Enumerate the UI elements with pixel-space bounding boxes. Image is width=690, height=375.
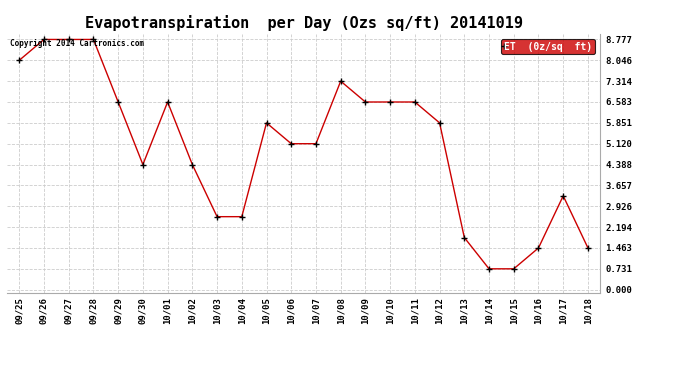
ET  (0z/sq  ft) <box>510 267 518 271</box>
ET  (0z/sq  ft) <box>89 37 97 42</box>
ET  (0z/sq  ft) <box>15 58 23 63</box>
ET  (0z/sq  ft) <box>386 100 394 104</box>
Text: Copyright 2014 Cartronics.com: Copyright 2014 Cartronics.com <box>10 39 144 48</box>
ET  (0z/sq  ft) <box>435 121 444 125</box>
ET  (0z/sq  ft) <box>114 100 122 104</box>
Legend: ET  (0z/sq  ft): ET (0z/sq ft) <box>502 39 595 54</box>
ET  (0z/sq  ft) <box>237 214 246 219</box>
ET  (0z/sq  ft) <box>337 79 345 83</box>
ET  (0z/sq  ft) <box>213 214 221 219</box>
ET  (0z/sq  ft) <box>411 100 419 104</box>
ET  (0z/sq  ft) <box>188 162 197 167</box>
ET  (0z/sq  ft) <box>262 121 270 125</box>
ET  (0z/sq  ft) <box>485 267 493 271</box>
ET  (0z/sq  ft) <box>559 194 567 198</box>
Title: Evapotranspiration  per Day (Ozs sq/ft) 20141019: Evapotranspiration per Day (Ozs sq/ft) 2… <box>85 15 522 31</box>
ET  (0z/sq  ft) <box>312 141 320 146</box>
ET  (0z/sq  ft) <box>287 141 295 146</box>
Line: ET  (0z/sq  ft): ET (0z/sq ft) <box>17 37 591 272</box>
ET  (0z/sq  ft) <box>362 100 370 104</box>
ET  (0z/sq  ft) <box>584 246 592 250</box>
ET  (0z/sq  ft) <box>460 235 469 240</box>
ET  (0z/sq  ft) <box>139 162 147 167</box>
ET  (0z/sq  ft) <box>164 100 172 104</box>
ET  (0z/sq  ft) <box>40 37 48 42</box>
ET  (0z/sq  ft) <box>534 246 542 250</box>
ET  (0z/sq  ft) <box>65 37 73 42</box>
